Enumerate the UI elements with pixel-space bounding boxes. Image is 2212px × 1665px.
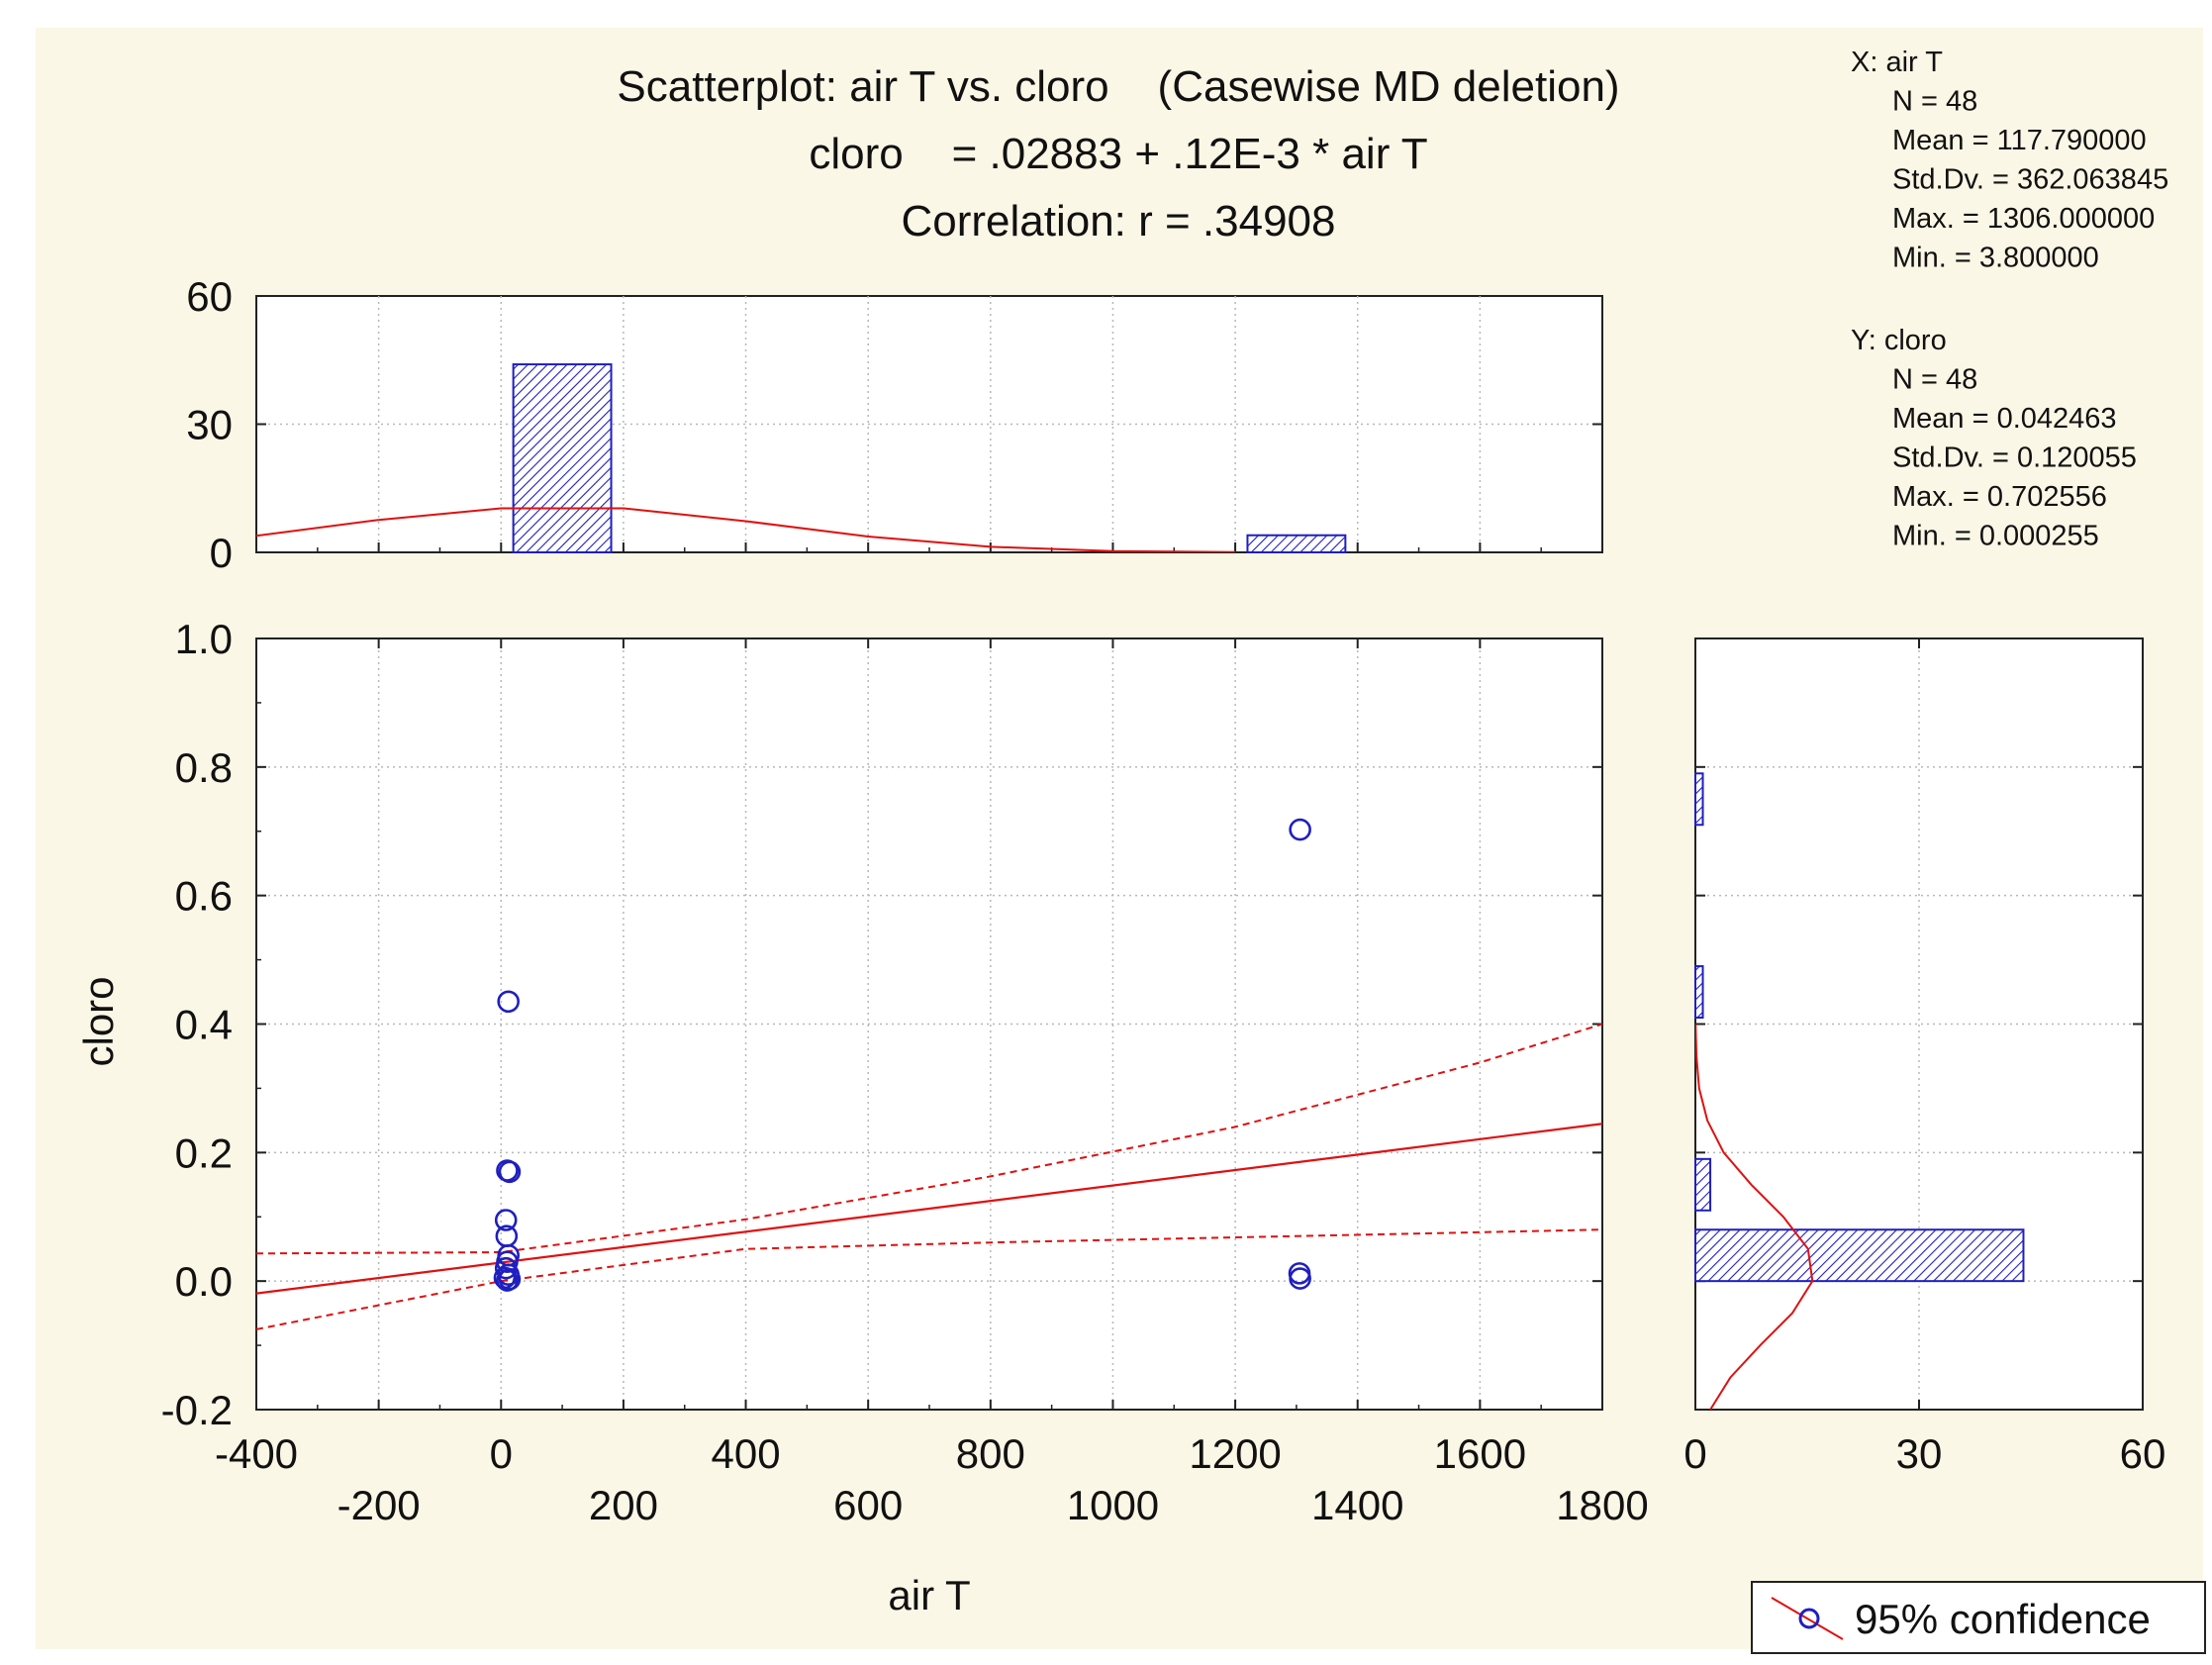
x-hist-normal-curve bbox=[256, 507, 1236, 552]
x-tick-label: 1200 bbox=[1189, 1430, 1281, 1477]
y-tick-label: 1.0 bbox=[175, 616, 233, 662]
y-axis-label: cloro bbox=[75, 976, 122, 1066]
y-tick-label: 0.0 bbox=[175, 1258, 233, 1305]
confidence-upper bbox=[256, 1023, 1602, 1255]
data-point bbox=[494, 1209, 518, 1231]
data-point bbox=[1289, 1267, 1311, 1290]
x-axis-label: air T bbox=[888, 1572, 970, 1618]
legend-box bbox=[1751, 1581, 2206, 1654]
data-points bbox=[493, 818, 1311, 1292]
x-tick-label: 400 bbox=[712, 1430, 781, 1477]
hist-x-tick-label: 0 bbox=[1683, 1430, 1706, 1477]
y-tick-label: 0.4 bbox=[175, 1002, 233, 1048]
y-tick-label: 0.2 bbox=[175, 1129, 233, 1176]
x-tick-label: 1600 bbox=[1434, 1430, 1526, 1477]
y-hist-bar bbox=[1694, 965, 1704, 1020]
x-tick-label: -400 bbox=[215, 1430, 298, 1477]
legend: 95% confidence bbox=[1751, 1581, 2206, 1654]
y-stat-line: Max. = 0.702556 bbox=[1892, 481, 2107, 513]
x-tick-label: 800 bbox=[956, 1430, 1025, 1477]
y-stat-line: Min. = 0.000255 bbox=[1892, 521, 2099, 552]
x-tick-label: -200 bbox=[337, 1482, 421, 1528]
x-stat-line: Max. = 1306.000000 bbox=[1892, 203, 2155, 235]
legend-label: 95% confidence bbox=[1855, 1596, 2151, 1642]
y-tick-label: -0.2 bbox=[161, 1387, 233, 1433]
x-stats-header: X: air T bbox=[1851, 47, 1943, 78]
data-point bbox=[498, 1160, 522, 1184]
hist-y-tick-label: 0 bbox=[210, 530, 233, 576]
summary-stats: X: air T N = 48 Mean = 117.790000 Std.Dv. =… bbox=[1851, 47, 2168, 552]
hist-y-tick-label: 30 bbox=[186, 402, 233, 448]
data-point bbox=[1289, 818, 1311, 841]
hist-x-tick-label: 60 bbox=[2120, 1430, 2166, 1477]
regression-equation: cloro = .02883 + .12E-3 * air T bbox=[809, 130, 1427, 178]
y-tick-label: 0.6 bbox=[175, 873, 233, 920]
x-tick-label: 0 bbox=[490, 1430, 513, 1477]
chart-title: Scatterplot: air T vs. cloro (Casewise M… bbox=[617, 62, 1619, 111]
y-stat-line: N = 48 bbox=[1892, 364, 1977, 396]
legend-point-icon bbox=[1798, 1608, 1820, 1629]
y-histogram bbox=[1694, 772, 2025, 1410]
hist-x-tick-label: 30 bbox=[1896, 1430, 1943, 1477]
x-tick-label: 1000 bbox=[1067, 1482, 1159, 1528]
x-stat-line: N = 48 bbox=[1892, 86, 1977, 118]
legend-line-icon bbox=[1771, 1597, 1844, 1640]
x-hist-bar bbox=[1246, 534, 1347, 554]
correlation-label: Correlation: r = .34908 bbox=[901, 197, 1335, 245]
x-stat-line: Std.Dv. = 362.063845 bbox=[1892, 164, 2168, 196]
x-tick-label: 600 bbox=[833, 1482, 903, 1528]
tick-labels: -400 0 400 800 1200 1600-200 200 600 1000 1400 180… bbox=[161, 273, 2166, 1528]
x-tick-label: 1400 bbox=[1311, 1482, 1403, 1528]
y-hist-bar bbox=[1694, 1228, 2025, 1283]
y-hist-normal-curve bbox=[1695, 1024, 1814, 1410]
regression-line bbox=[256, 1123, 1602, 1295]
y-hist-bar bbox=[1694, 772, 1704, 827]
x-tick-label: 1800 bbox=[1556, 1482, 1648, 1528]
x-tick-label: 200 bbox=[589, 1482, 658, 1528]
tick-marks bbox=[255, 295, 2144, 1411]
data-point bbox=[496, 1269, 519, 1292]
x-hist-bar bbox=[512, 363, 613, 554]
y-hist-bar bbox=[1694, 1157, 1712, 1212]
hist-y-tick-label: 60 bbox=[186, 273, 233, 320]
y-stats-header: Y: cloro bbox=[1851, 325, 1947, 356]
x-stat-line: Mean = 117.790000 bbox=[1892, 125, 2147, 156]
top-histogram-gridlines bbox=[256, 296, 1602, 552]
data-point bbox=[497, 990, 520, 1014]
x-stat-line: Min. = 3.800000 bbox=[1892, 243, 2099, 274]
x-histogram bbox=[256, 363, 1347, 554]
y-tick-label: 0.8 bbox=[175, 744, 233, 791]
y-stat-line: Mean = 0.042463 bbox=[1892, 403, 2117, 435]
y-stat-line: Std.Dv. = 0.120055 bbox=[1892, 442, 2137, 474]
